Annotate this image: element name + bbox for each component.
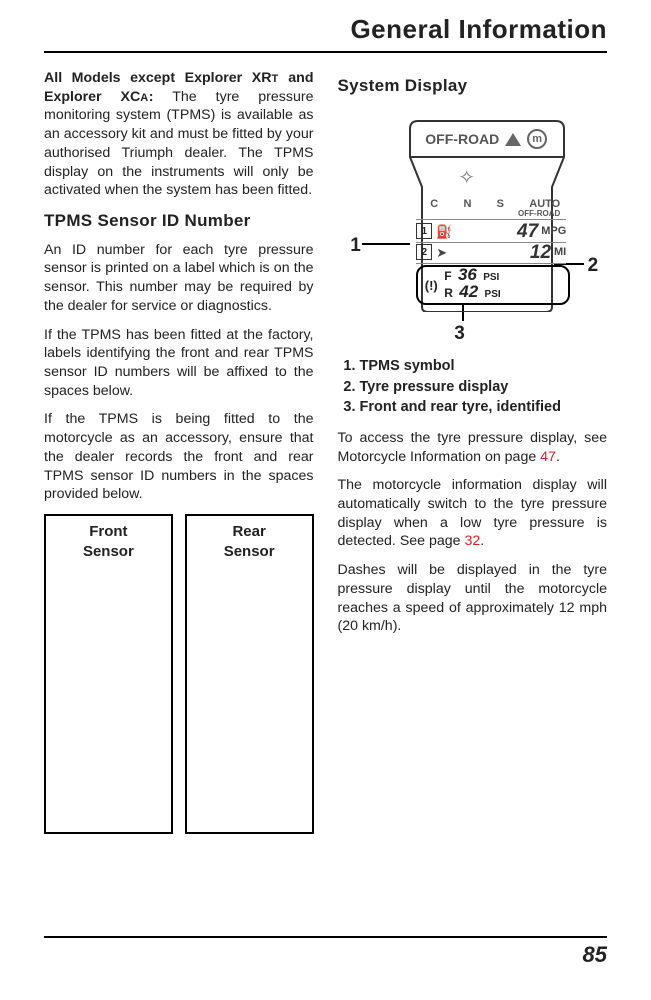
rear-label1: Rear bbox=[187, 522, 312, 542]
mode-c: C bbox=[430, 197, 438, 212]
left-column: All Models except Explorer XRT and Explo… bbox=[44, 69, 314, 834]
legend-item-3: Front and rear tyre, identified bbox=[360, 398, 608, 417]
fuel-pump-icon: ⛽ bbox=[436, 223, 454, 240]
lead-sc1: T bbox=[271, 73, 278, 85]
mode-s: S bbox=[497, 197, 504, 212]
front-sensor-cell: Front Sensor bbox=[44, 514, 173, 834]
heading-tpms-id: TPMS Sensor ID Number bbox=[44, 210, 314, 232]
display-figure: 1 2 3 OFF-ROAD m ✧ bbox=[342, 105, 602, 345]
p6b: . bbox=[480, 533, 484, 549]
p5: To access the tyre pressure display, see… bbox=[338, 429, 608, 466]
front-label2: Sensor bbox=[46, 542, 171, 562]
row2-unit: MI bbox=[554, 245, 566, 260]
page-number: 85 bbox=[583, 942, 607, 968]
lead-bold: All Models except Explorer XR bbox=[44, 70, 271, 86]
heated-grip-icon: ✧ bbox=[458, 165, 475, 191]
callout-3: 3 bbox=[454, 321, 465, 346]
tpms-values: F 36 PSI R 42 PSI bbox=[444, 268, 568, 302]
sensor-id-table: Front Sensor Rear Sensor bbox=[44, 514, 314, 834]
page-ref-32[interactable]: 32 bbox=[465, 533, 481, 549]
tpms-f-label: F bbox=[444, 269, 451, 283]
m-circle-icon: m bbox=[527, 129, 547, 149]
right-column: System Display 1 2 3 OFF-ROAD m bbox=[338, 69, 608, 834]
legend-item-2: Tyre pressure display bbox=[360, 378, 608, 397]
row1-index: 1 bbox=[416, 223, 432, 239]
band-label: OFF-ROAD bbox=[425, 130, 499, 148]
row2-value: 12 bbox=[454, 240, 554, 265]
cluster-mode-band: OFF-ROAD m bbox=[406, 127, 566, 151]
tpms-symbol-icon: (!) bbox=[418, 277, 444, 294]
instrument-cluster: OFF-ROAD m ✧ C N S AUTO OFF-ROAD 1 ⛽ bbox=[402, 117, 572, 312]
tpms-r-label: R bbox=[444, 286, 453, 300]
mountain-icon bbox=[505, 133, 521, 146]
lead-sc2: A bbox=[140, 92, 149, 104]
mode-n: N bbox=[463, 197, 471, 212]
p7: Dashes will be displayed in the tyre pre… bbox=[338, 561, 608, 636]
rear-sensor-cell: Rear Sensor bbox=[185, 514, 314, 834]
callout-1: 1 bbox=[350, 233, 361, 258]
p2: An ID number for each tyre pressure sens… bbox=[44, 241, 314, 316]
info-row-2: 2 ➤ 12 MI bbox=[416, 241, 566, 264]
tpms-r-value: 42 bbox=[459, 282, 478, 301]
tpms-r-unit: PSI bbox=[485, 289, 501, 300]
rule-top bbox=[44, 51, 607, 53]
p4: If the TPMS is being fitted to the motor… bbox=[44, 410, 314, 504]
row1-unit: MPG bbox=[541, 224, 566, 239]
legend-item-1: TPMS symbol bbox=[360, 357, 608, 376]
p3: If the TPMS has been fitted at the facto… bbox=[44, 326, 314, 401]
heading-system-display: System Display bbox=[338, 75, 608, 97]
front-label1: Front bbox=[46, 522, 171, 542]
p5a: To access the tyre pressure display, see… bbox=[338, 430, 608, 465]
p5b: . bbox=[556, 449, 560, 465]
page-ref-47[interactable]: 47 bbox=[540, 449, 556, 465]
intro-paragraph: All Models except Explorer XRT and Explo… bbox=[44, 69, 314, 200]
p1-rest: The tyre pressure monitoring system (TPM… bbox=[44, 89, 314, 199]
row2-index: 2 bbox=[416, 244, 432, 260]
tpms-f-unit: PSI bbox=[483, 272, 499, 283]
figure-legend: TPMS symbol Tyre pressure display Front … bbox=[338, 357, 608, 416]
p6: The motorcycle information display will … bbox=[338, 476, 608, 551]
rule-bottom bbox=[44, 936, 607, 938]
range-arrow-icon: ➤ bbox=[436, 244, 454, 261]
rear-label2: Sensor bbox=[187, 542, 312, 562]
callout-2: 2 bbox=[588, 253, 599, 278]
tpms-readout: (!) F 36 PSI R 42 PSI bbox=[416, 265, 570, 305]
ride-mode-row: C N S AUTO OFF-ROAD bbox=[430, 197, 560, 212]
page-header: General Information bbox=[44, 14, 607, 45]
